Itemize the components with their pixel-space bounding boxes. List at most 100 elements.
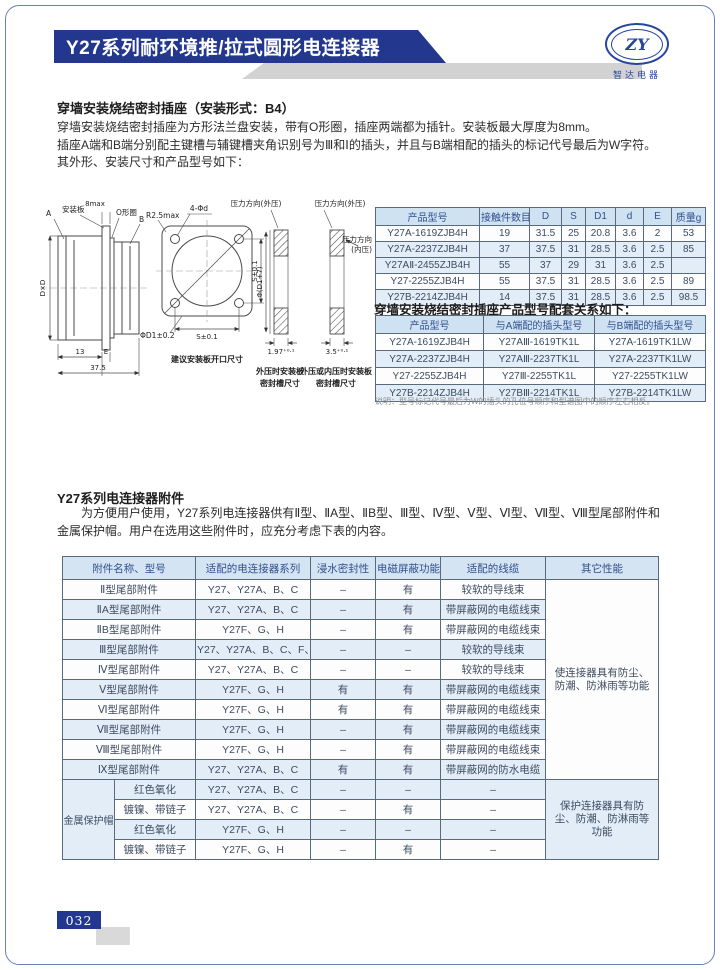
technical-drawing: A 安装板 8max O形圈 B D×D 13 E 37.5 R2.5max 4… [39,198,373,388]
header-banner: Y27系列耐环境推/拉式圆形电连接器 [54,30,446,63]
column-header: 适配的线缆 [440,556,546,580]
table-cell: 有 [310,699,376,720]
table-cell: Y27AⅢ-2237TK1L [483,350,595,368]
logo-company-name: 智达电器 [612,70,661,80]
table-cell: 带屏蔽网的电缆线束 [440,699,546,720]
table-cell: 有 [375,839,441,860]
table-cell: – [440,839,546,860]
table-cell: 红色氧化 [114,819,196,840]
column-header: 附件名称、型号 [62,556,196,580]
table-cell: Ⅷ型尾部附件 [62,739,196,760]
header-gray-strip [242,63,642,79]
table-cell: 29 [561,257,586,274]
table-row: Y27A-1619ZJB4H 19 31.5 25 20.8 3.6 2 53 [375,225,706,242]
mating-table-title: 穿墙安装烧结密封插座产品型号配套关系如下： [374,303,637,317]
table-header-row: 附件名称、型号 适配的电连接器系列 浸水密封性 电磁屏蔽功能 适配的线缆 其它性… [62,556,659,580]
accessories-table: 附件名称、型号 适配的电连接器系列 浸水密封性 电磁屏蔽功能 适配的线缆 其它性… [62,556,659,860]
table-row: Y27A-2237ZJB4H Y27AⅢ-2237TK1L Y27A-2237TK1… [375,350,706,368]
drawing-label-phid1: ΦD1±0.2 [140,331,175,340]
column-header: 浸水密封性 [310,556,376,580]
table-cell: Y27A-2237ZJB4H [375,350,484,368]
table-cell: 37 [479,241,530,258]
table-cell: Y27A-1619TK1LW [594,333,706,351]
table-cell: 19 [479,225,530,242]
table-cell: – [310,619,376,640]
side-view [40,212,148,376]
table-cell: 37 [529,257,562,274]
accessories-section-paragraph: 为方便用户使用，Y27系列电连接器供有Ⅱ型、ⅡA型、ⅡB型、Ⅲ型、Ⅳ型、Ⅴ型、Ⅵ… [57,506,660,538]
table-row: Ⅴ型尾部附件 Y27F、G、H 有有带屏蔽网的电缆线束 [62,679,659,700]
table-cell: Y27F、G、H [195,739,311,760]
column-header: 与A端配的插头型号 [483,315,595,334]
table-row: Y27B-2214ZJB4H 14 37.5 31 28.5 3.6 2.5 98.5 [375,289,706,306]
table-cell: Ⅲ型尾部附件 [62,639,196,660]
table-cell: Y27AⅢ-1619TK1L [483,333,595,351]
column-header: S [561,207,586,226]
column-header: 产品型号 [375,207,480,226]
table-cell: 有 [375,799,441,820]
table-cell: 89 [671,273,706,290]
table-row: 金属保护帽 红色氧化 Y27、Y27A、B、C – – – 保护连接器具有防尘、… [62,779,659,860]
drawing-dim-phi-d1-7: Φ(D1+7) [256,266,264,297]
logo-monogram: ZY [625,34,649,54]
table-cell: 红色氧化 [114,779,196,800]
drawing-dim-13: 13 [76,348,85,356]
table-cell: Y27A-2237ZJB4H [375,241,480,258]
drawing-caption-groove2-line2: 密封槽尺寸 [315,378,356,388]
socket-paragraph-line3: 其外形、安装尺寸和产品型号如下： [57,155,250,169]
dimensions-table: 产品型号 接触件数目 D S D1 d E 质量g Y27A-1619ZJB4H… [375,207,706,306]
table-cell: Y27A-1619ZJB4H [375,225,480,242]
table-cell: 31.5 [529,225,562,242]
table-cell: – [310,719,376,740]
table-cell: 85 [671,241,706,258]
table-cell: 带屏蔽网的电缆线束 [440,619,546,640]
table-cell: 有 [375,579,441,600]
column-header: 产品型号 [375,315,484,334]
table-cell: Y27F、G、H [195,819,311,840]
drawing-dim-s-horizontal: S±0.1 [196,333,217,341]
drawing-dim-197: 1.97⁺⁰·¹ [267,348,294,356]
socket-paragraph-line2: 插座A端和B端分别配主键槽与辅键槽夹角识别号为Ⅲ和Ⅰ的插头，并且与B端相配的插头… [57,137,657,152]
table-cell: – [375,659,441,680]
table-cell: 20.8 [585,225,616,242]
drawing-label-pressure-ext2: 压力方向(外压) [315,198,366,208]
front-view [156,213,264,334]
drawing-label-mounting-plate: 安装板 [62,204,85,214]
table-cell: Y27F、G、H [195,839,311,860]
drawing-label-a: A [46,209,52,218]
table-cell: 2.5 [643,241,672,258]
table-cell: – [375,779,441,800]
column-header: D1 [585,207,616,226]
groove-section-internal [321,209,359,346]
table-cell: 28.5 [585,289,616,306]
table-cell: – [310,839,376,860]
metal-cap-group-cell: 金属保护帽 [62,779,115,860]
table-cell: – [310,599,376,620]
table-cell: 14 [479,289,530,306]
table-row: ⅡA型尾部附件 Y27、Y27A、B、C – 有带屏蔽网的电缆线束 [62,599,659,620]
table-cell: – [310,799,376,820]
table-cell: 有 [375,759,441,780]
company-logo: ZY 智达电器 [598,23,676,81]
table-cell: 带屏蔽网的电缆线束 [440,719,546,740]
table-cell: 55 [479,273,530,290]
table-row: Y27B-2214ZJB4H Y27BⅢ-2214TK1L Y27B-2214TK1… [375,384,706,402]
table-cell: Y27F、G、H [195,679,311,700]
table-cell: 53 [671,225,706,242]
table-cell: Ⅶ型尾部附件 [62,719,196,740]
table-cell: ⅡA型尾部附件 [62,599,196,620]
table-cell: 3.6 [615,241,644,258]
table-cell: Y27B-2214ZJB4H [375,289,480,306]
column-header: 电磁屏蔽功能 [375,556,441,580]
socket-paragraph-line1: 穿墙安装烧结密封插座为方形法兰盘安装，带有O形圈，插座两端都为插针。安装板最大厚… [57,120,598,134]
table-cell: Y27、Y27A、B、C [195,779,311,800]
table-cell: 有 [310,759,376,780]
drawing-label-pressure-int-line2: (内压) [351,244,372,254]
table-cell: – [310,739,376,760]
table-row: Y27AⅡ-2455ZJB4H 55 37 29 31 3.6 2.5 [375,257,706,274]
table-cell: 37.5 [529,289,562,306]
table-cell: 3.6 [615,273,644,290]
column-header: 接触件数目 [479,207,530,226]
table-cell: Y27A-2237TK1LW [594,350,706,368]
